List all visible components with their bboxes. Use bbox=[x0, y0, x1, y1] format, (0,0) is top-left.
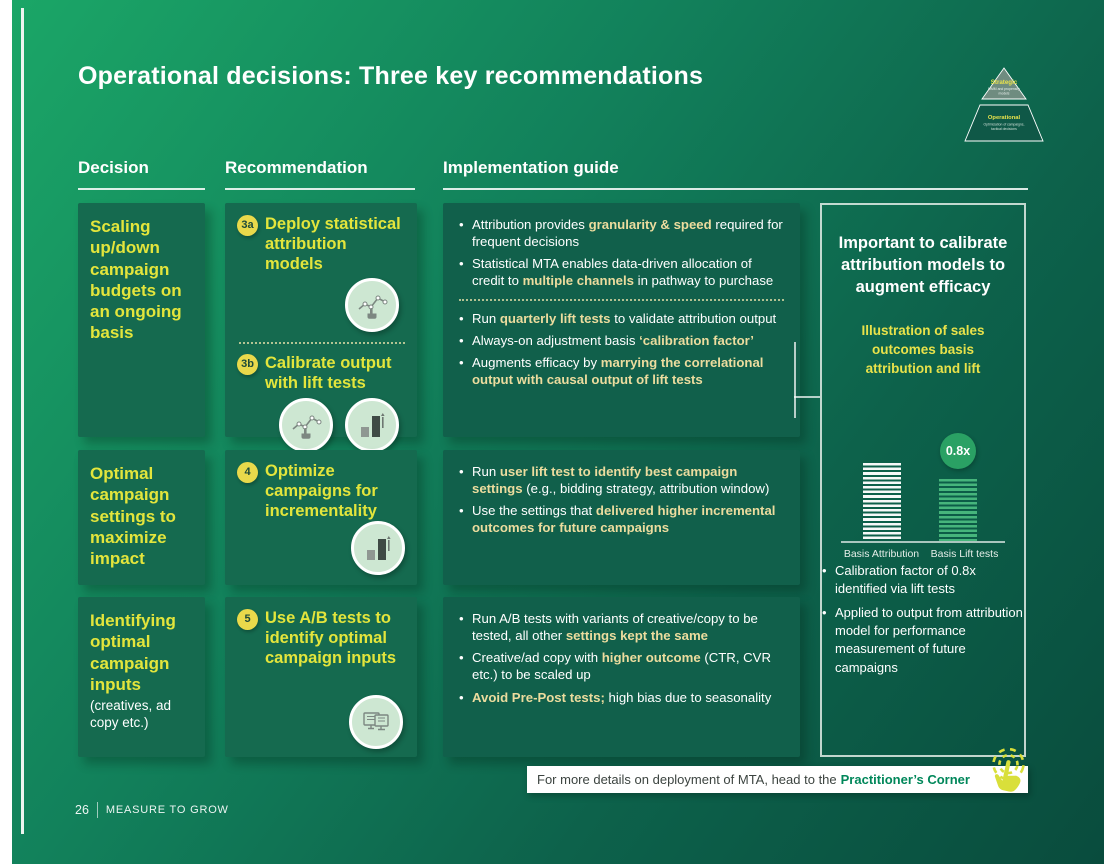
decision-title: Identifying optimal campaign inputs bbox=[90, 611, 176, 694]
ab-test-screens-icon bbox=[349, 695, 403, 749]
implementation-bullets-4: Run user lift test to identify best camp… bbox=[459, 463, 784, 537]
implementation-bullets-3a: Attribution provides granularity & speed… bbox=[459, 216, 784, 290]
calibration-factor-badge: 0.8x bbox=[940, 432, 976, 469]
recommendation-3a-title: Deploy statistical attribution models bbox=[265, 215, 401, 273]
recommendation-3b-header: 3b Calibrate output with lift tests bbox=[237, 354, 407, 394]
side-panel-bullets: Calibration factor of 0.8x identified vi… bbox=[822, 562, 1024, 678]
calibration-side-panel: Important to calibrate attribution model… bbox=[820, 203, 1026, 757]
recommendation-5-header: 5 Use A/B tests to identify optimal camp… bbox=[237, 609, 407, 668]
recommendation-divider bbox=[239, 342, 405, 345]
calibration-connector-vertical bbox=[794, 342, 796, 418]
chart-hand-icon bbox=[279, 397, 333, 452]
chart-label-basis-attribution: Basis Attribution bbox=[843, 547, 920, 560]
chart-label-basis-lift-tests: Basis Lift tests bbox=[930, 547, 999, 560]
decision-card-scaling-budgets: Scaling up/down campaign budgets on an o… bbox=[78, 203, 205, 437]
decision-pyramid-diagram: Strategic MMM and propensity models Oper… bbox=[964, 67, 1044, 142]
implementation-bullets-3b: Run quarterly lift tests to validate att… bbox=[459, 310, 784, 389]
pyramid-top-subtext-2: models bbox=[999, 92, 1010, 96]
bar-basis-lift-tests bbox=[939, 478, 977, 541]
recommendation-4-header: 4 Optimize campaigns for incrementality bbox=[237, 462, 407, 521]
implementation-card-row1: Attribution provides granularity & speed… bbox=[443, 203, 800, 437]
column-header-implementation: Implementation guide bbox=[443, 158, 619, 177]
side-panel-subheading: Illustration of sales outcomes basis att… bbox=[861, 323, 985, 377]
chart-hand-icon bbox=[345, 278, 399, 333]
slide-title: Operational decisions: Three key recomme… bbox=[78, 62, 704, 90]
badge-4: 4 bbox=[237, 462, 258, 483]
badge-5: 5 bbox=[237, 609, 258, 630]
bar-basis-attribution bbox=[863, 462, 901, 541]
implementation-card-row3: Run A/B tests with variants of creative/… bbox=[443, 597, 800, 757]
column-header-recommendation: Recommendation bbox=[225, 158, 368, 177]
slide-background: Operational decisions: Three key recomme… bbox=[12, 0, 1104, 864]
header-underline-implementation bbox=[443, 188, 1028, 190]
implementation-divider bbox=[459, 298, 784, 301]
recommendation-3b-title: Calibrate output with lift tests bbox=[265, 354, 392, 393]
side-panel-heading: Important to calibrate attribution model… bbox=[838, 234, 1008, 296]
badge-3b: 3b bbox=[237, 354, 258, 376]
page-number: 26 bbox=[75, 803, 89, 817]
bar-chart-icon bbox=[345, 397, 399, 452]
header-underline-decision bbox=[78, 188, 205, 190]
pyramid-bottom-label: Operational bbox=[988, 115, 1021, 121]
recommendation-4-title: Optimize campaigns for incrementality bbox=[265, 462, 378, 520]
implementation-card-row2: Run user lift test to identify best camp… bbox=[443, 450, 800, 585]
column-header-decision: Decision bbox=[78, 158, 149, 177]
recommendation-3a-header: 3a Deploy statistical attribution models bbox=[237, 215, 407, 274]
left-accent-line bbox=[21, 8, 24, 834]
decision-card-campaign-settings: Optimal campaign settings to maximize im… bbox=[78, 450, 205, 585]
more-details-bar[interactable]: For more details on deployment of MTA, h… bbox=[527, 766, 1028, 793]
decision-title: Optimal campaign settings to maximize im… bbox=[90, 464, 176, 568]
footer-separator bbox=[96, 802, 98, 818]
pyramid-bottom-subtext-2: tactical decisions bbox=[991, 127, 1017, 131]
recommendation-card-4: 4 Optimize campaigns for incrementality bbox=[225, 450, 417, 585]
decision-card-campaign-inputs: Identifying optimal campaign inputs (cre… bbox=[78, 597, 205, 757]
pyramid-top-subtext-1: MMM and propensity bbox=[988, 87, 1020, 91]
implementation-bullets-5: Run A/B tests with variants of creative/… bbox=[459, 610, 784, 706]
more-details-text: For more details on deployment of MTA, h… bbox=[537, 772, 837, 787]
pyramid-top-triangle bbox=[981, 67, 1027, 100]
pyramid-bottom-trapezoid bbox=[964, 104, 1044, 142]
page-footer: 26 MEASURE TO GROW bbox=[75, 802, 229, 818]
decision-subtitle: (creatives, ad copy etc.) bbox=[90, 698, 172, 730]
footer-brand: MEASURE TO GROW bbox=[105, 804, 229, 816]
badge-3a: 3a bbox=[237, 215, 258, 236]
recommendation-card-5: 5 Use A/B tests to identify optimal camp… bbox=[225, 597, 417, 757]
header-underline-recommendation bbox=[225, 188, 415, 190]
pyramid-bottom-subtext-1: Optimization of campaigns, bbox=[984, 123, 1025, 127]
practitioners-corner-link[interactable]: Practitioner’s Corner bbox=[840, 772, 970, 787]
chart-plot-area: 0.8x bbox=[841, 399, 1005, 543]
recommendation-5-title: Use A/B tests to identify optimal campai… bbox=[265, 609, 397, 667]
calibration-connector-horizontal bbox=[794, 396, 820, 398]
tap-hand-icon bbox=[992, 748, 1025, 792]
attribution-lift-bar-chart: 0.8x Basis Attribution Basis Lift tests bbox=[841, 399, 1005, 562]
pyramid-top-label: Strategic bbox=[991, 79, 1018, 86]
bar-chart-icon bbox=[351, 521, 405, 575]
decision-title: Scaling up/down campaign budgets on an o… bbox=[90, 217, 182, 343]
recommendation-card-3: 3a Deploy statistical attribution models… bbox=[225, 203, 417, 452]
